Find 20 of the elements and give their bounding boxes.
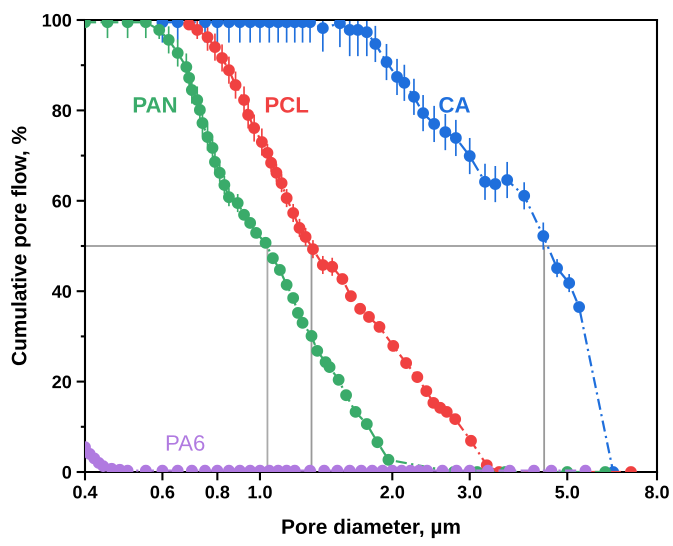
y-tick-label: 0 <box>62 466 72 479</box>
y-tick-label: 40 <box>52 285 72 298</box>
series-label: PAN <box>134 97 176 113</box>
x-tick-label: 0.4 <box>73 486 98 498</box>
series-label: CA <box>439 97 470 113</box>
x-tick-label: 5.0 <box>555 486 580 498</box>
y-tick-label: 100 <box>42 14 72 27</box>
x-tick-label: 3.0 <box>458 486 482 498</box>
x-tick-label: 8.0 <box>645 486 669 498</box>
x-tick-label: 0.6 <box>150 486 174 498</box>
y-axis-title: Cumulative pore flow, % <box>11 126 31 366</box>
series-label: PCL <box>266 97 308 113</box>
x-tick-label: 2.0 <box>380 486 404 498</box>
y-tick-label: 20 <box>52 376 72 388</box>
x-tick-label: 0.8 <box>206 486 230 498</box>
x-tick-label: 1.0 <box>248 486 272 498</box>
x-axis-title: Pore diameter, µm <box>282 518 460 538</box>
y-tick-label: 80 <box>52 104 72 118</box>
y-tick-label: 60 <box>52 194 72 208</box>
series-label: PA6 <box>166 435 204 451</box>
